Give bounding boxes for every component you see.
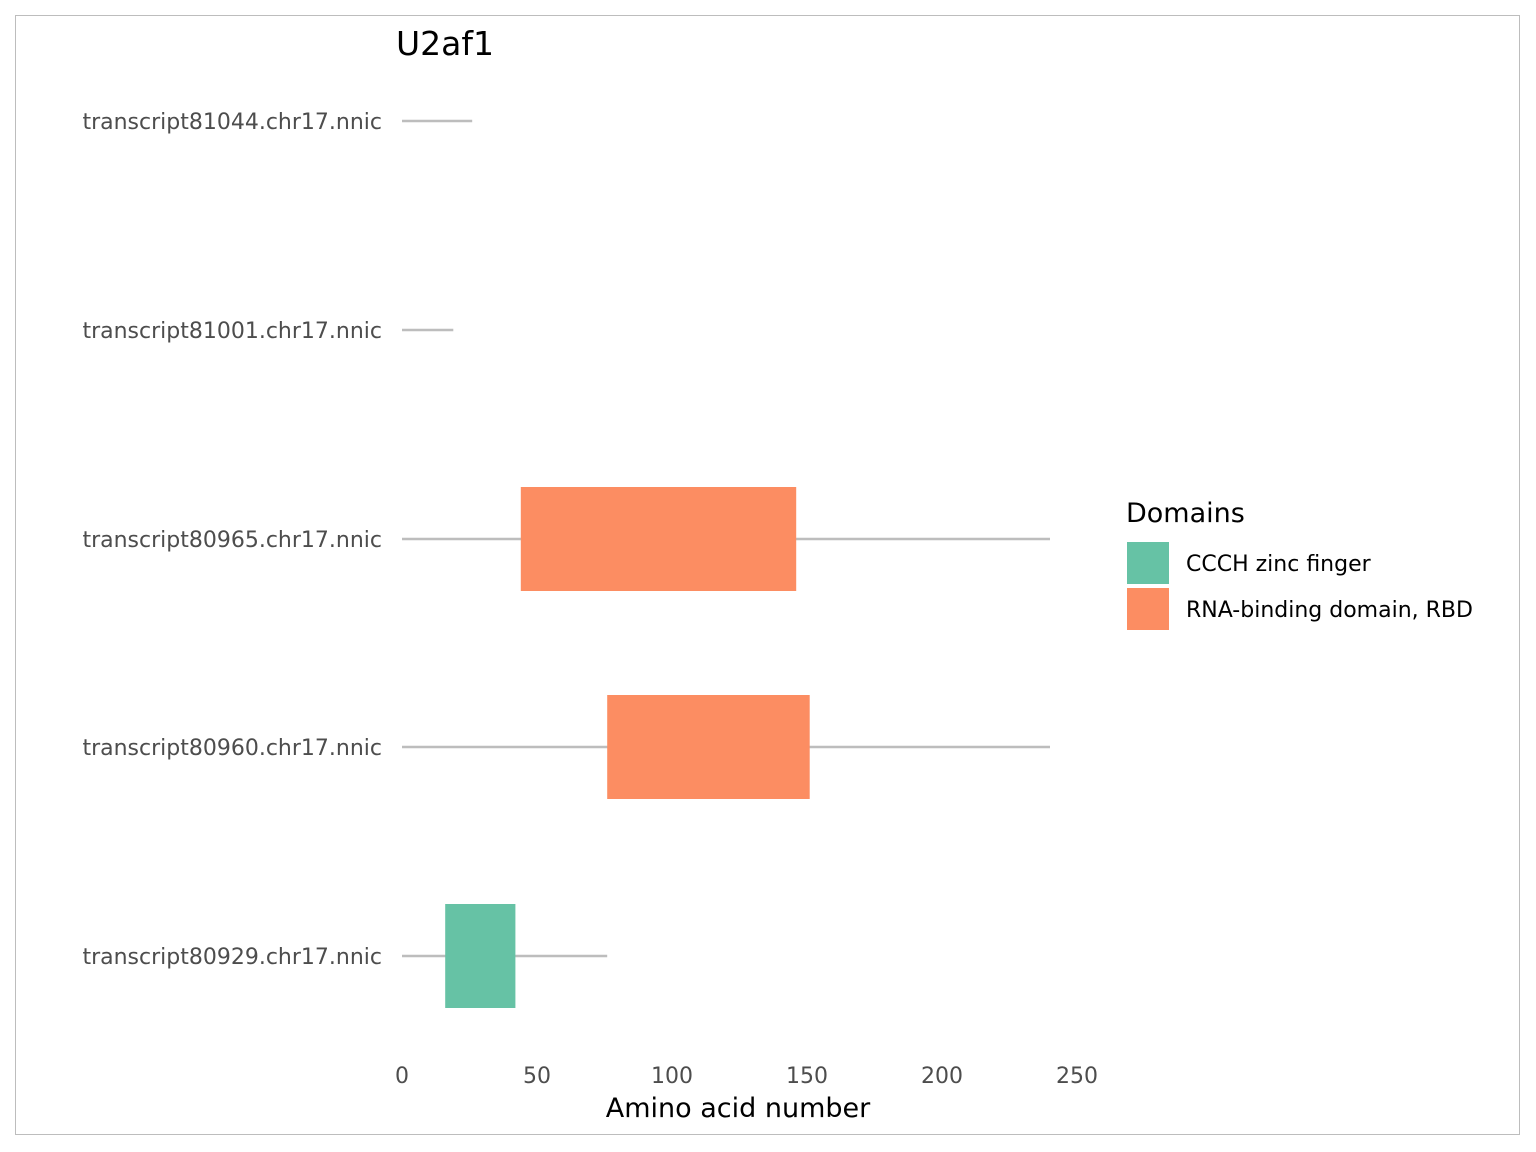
transcript-label: transcript80960.chr17.nnic xyxy=(82,736,382,761)
x-tick-label: 250 xyxy=(1056,1064,1098,1089)
x-tick-label: 50 xyxy=(523,1064,551,1089)
transcript-row: transcript80929.chr17.nnic xyxy=(82,904,608,1008)
domain-bar xyxy=(607,695,810,799)
legend: Domains CCCH zinc finger RNA-binding doma… xyxy=(1126,498,1473,630)
legend-label: RNA-binding domain, RBD xyxy=(1186,598,1473,623)
legend-swatch xyxy=(1127,588,1169,630)
domain-bar xyxy=(445,904,516,1008)
legend-title: Domains xyxy=(1126,498,1245,529)
transcript-row: transcript81044.chr17.nnic xyxy=(82,110,473,135)
transcript-label: transcript80965.chr17.nnic xyxy=(82,528,382,553)
legend-label: CCCH zinc finger xyxy=(1186,552,1372,577)
transcript-label: transcript81001.chr17.nnic xyxy=(82,319,382,344)
domain-bar xyxy=(520,487,797,591)
transcript-row: transcript81001.chr17.nnic xyxy=(82,319,454,344)
x-tick-label: 200 xyxy=(921,1064,963,1089)
transcript-label: transcript80929.chr17.nnic xyxy=(82,945,382,970)
legend-item: CCCH zinc finger xyxy=(1127,542,1372,584)
chart-title: U2af1 xyxy=(396,24,494,63)
x-axis: 0 50 100 150 200 250 xyxy=(395,1064,1098,1089)
x-tick-label: 0 xyxy=(395,1064,409,1089)
x-tick-label: 100 xyxy=(651,1064,693,1089)
legend-item: RNA-binding domain, RBD xyxy=(1127,588,1473,630)
x-axis-title: Amino acid number xyxy=(606,1093,871,1124)
x-tick-label: 150 xyxy=(786,1064,828,1089)
legend-swatch xyxy=(1127,542,1169,584)
transcript-rows: transcript81044.chr17.nnic transcript8100… xyxy=(82,110,1050,1008)
transcript-row: transcript80965.chr17.nnic xyxy=(82,487,1050,591)
plot-frame xyxy=(15,15,1520,1135)
transcript-row: transcript80960.chr17.nnic xyxy=(82,695,1050,799)
transcript-label: transcript81044.chr17.nnic xyxy=(82,110,382,135)
